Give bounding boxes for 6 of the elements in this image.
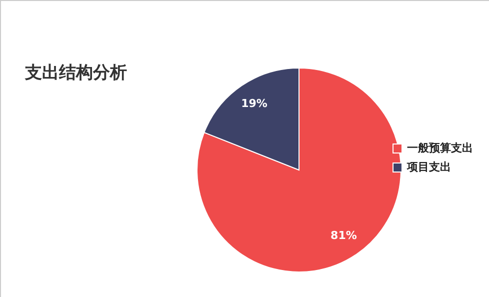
- data-label: 19%: [241, 97, 268, 110]
- pie-slice: [196, 68, 402, 272]
- chart-title: 支出结构分析: [24, 63, 127, 83]
- legend-label: 一般预算支出: [407, 142, 473, 154]
- legend-label: 项目支出: [406, 160, 451, 174]
- data-label: 81%: [330, 228, 357, 242]
